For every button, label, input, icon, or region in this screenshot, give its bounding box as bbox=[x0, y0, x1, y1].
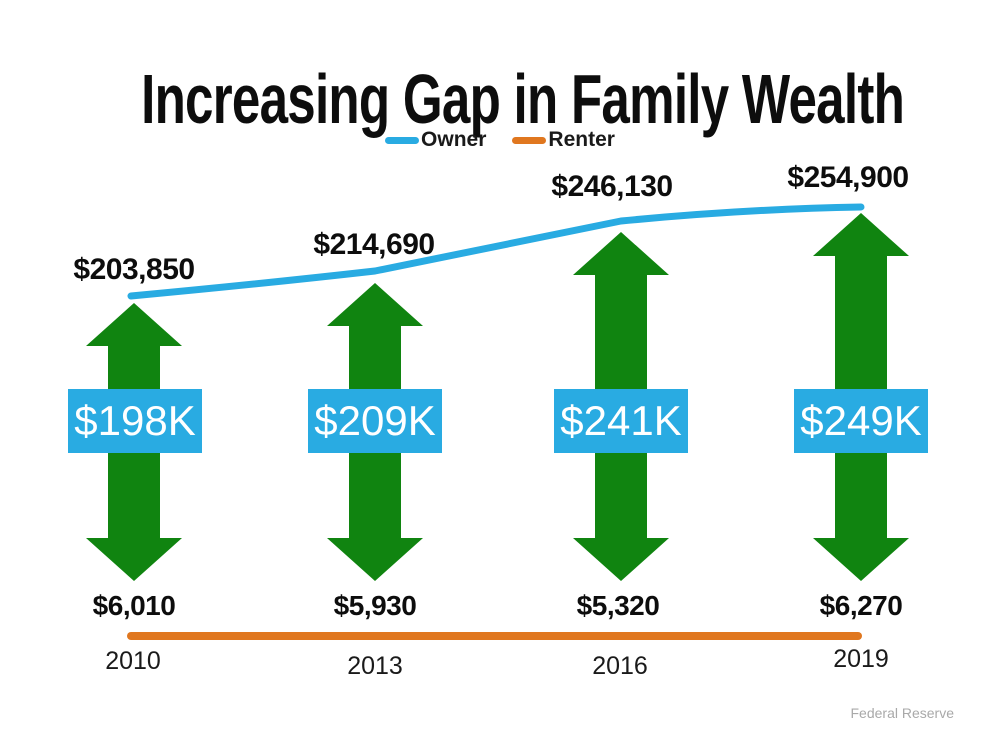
page-title-text: Increasing Gap in Family Wealth bbox=[141, 59, 905, 138]
axis-label-2013: 2013 bbox=[347, 652, 403, 680]
axis-label-2019: 2019 bbox=[833, 645, 889, 673]
gap-value-2019: $249K bbox=[794, 389, 928, 453]
renter-value-2013: $5,930 bbox=[333, 590, 417, 621]
owner-value-2016: $246,130 bbox=[551, 170, 673, 203]
legend-item-renter: Renter bbox=[512, 128, 615, 152]
owner-value-2019: $254,900 bbox=[787, 161, 909, 194]
source-credit: Federal Reserve bbox=[850, 705, 955, 721]
renter-value-2010: $6,010 bbox=[92, 590, 176, 621]
legend-item-owner: Owner bbox=[385, 128, 486, 152]
gap-value-2013: $209K bbox=[308, 389, 442, 453]
owner-value-2010: $203,850 bbox=[73, 253, 195, 286]
renter-value-2019: $6,270 bbox=[819, 590, 903, 621]
legend: Owner Renter bbox=[0, 128, 1000, 152]
owner-line-swatch-icon bbox=[385, 136, 420, 144]
gap-value-2010: $198K bbox=[68, 389, 202, 453]
renter-value-2016: $5,320 bbox=[576, 590, 660, 621]
renter-line-swatch-icon bbox=[512, 136, 547, 144]
owner-value-2013: $214,690 bbox=[313, 228, 435, 261]
legend-owner-label: Owner bbox=[421, 128, 487, 151]
axis-label-2016: 2016 bbox=[592, 652, 648, 680]
page-title: Increasing Gap in Family Wealth bbox=[0, 59, 1000, 138]
axis-label-2010: 2010 bbox=[105, 647, 161, 675]
legend-renter-label: Renter bbox=[548, 128, 615, 151]
gap-value-2016: $241K bbox=[554, 389, 688, 453]
owner-line bbox=[127, 203, 865, 300]
